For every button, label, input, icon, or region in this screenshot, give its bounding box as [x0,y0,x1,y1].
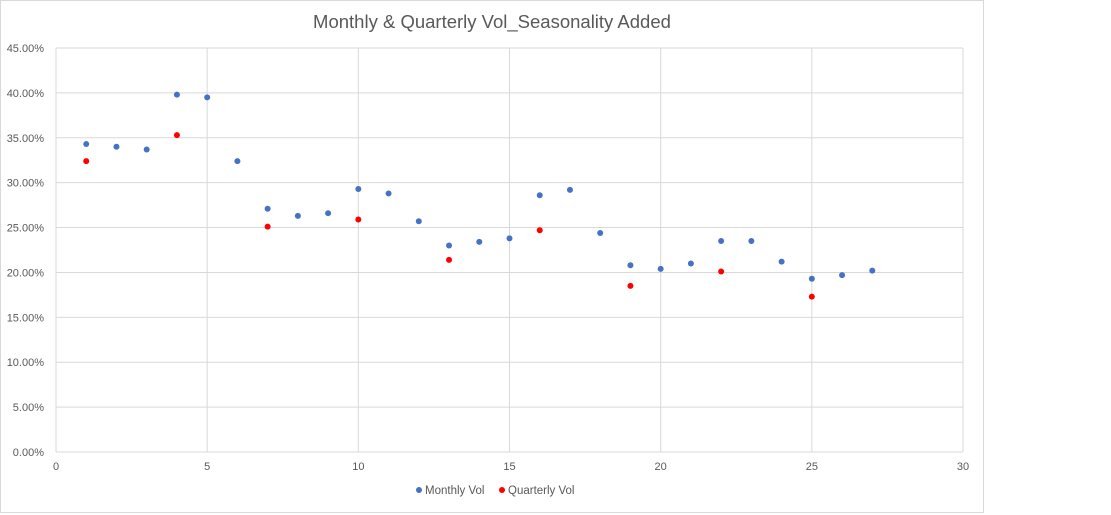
quarterly-vol-point [808,293,815,300]
legend-marker-monthly [416,487,422,493]
monthly-vol-point [83,141,90,148]
monthly-vol-point [869,267,876,274]
monthly-vol-point [446,242,453,249]
monthly-vol-point [476,238,483,245]
x-tick-label: 15 [503,461,515,473]
y-tick-label: 10.00% [7,357,45,369]
monthly-vol-point [536,192,543,199]
y-tick-label: 30.00% [7,178,45,190]
x-tick-label: 20 [655,461,667,473]
legend: Monthly Vol Quarterly Vol [416,485,574,497]
quarterly-vol-point [627,282,634,289]
y-tick-label: 0.00% [13,447,44,459]
monthly-vol-point [566,186,573,193]
chart-area [0,0,984,513]
y-tick-label: 5.00% [13,402,44,414]
data-points [83,91,876,300]
x-tick-label: 5 [204,461,210,473]
monthly-vol-point [264,205,271,212]
quarterly-vol-point [173,132,180,139]
monthly-vol-point [718,238,725,245]
monthly-vol-point [657,265,664,272]
monthly-vol-point [325,210,332,217]
quarterly-vol-point [83,158,90,165]
monthly-vol-point [234,158,241,165]
monthly-vol-point [597,229,604,236]
y-tick-label: 25.00% [7,223,45,235]
y-tick-label: 35.00% [7,133,45,145]
y-axis-tick-labels: 0.00% 5.00% 10.00% 15.00% 20.00% 25.00% 30.00%… [7,43,45,459]
x-axis-tick-labels: 0 5 10 15 20 25 30 [53,461,969,473]
quarterly-vol-point [355,216,362,223]
y-tick-label: 20.00% [7,267,45,279]
x-tick-label: 0 [53,461,59,473]
monthly-vol-point [355,185,362,192]
monthly-vol-point [113,143,120,150]
quarterly-vol-point [718,268,725,275]
monthly-vol-point [627,262,634,269]
monthly-vol-point [143,146,150,153]
monthly-vol-point [687,260,694,267]
monthly-vol-point [204,94,211,101]
monthly-vol-point [748,238,755,245]
legend-label-monthly: Monthly Vol [425,485,484,497]
monthly-vol-point [778,258,785,265]
gridlines [55,47,964,453]
monthly-vol-point [385,190,392,197]
y-tick-label: 40.00% [7,88,45,100]
monthly-vol-point [808,275,815,282]
legend-label-quarterly: Quarterly Vol [508,485,574,497]
y-tick-label: 45.00% [7,43,45,55]
y-tick-label: 15.00% [7,312,45,324]
legend-marker-quarterly [499,487,505,493]
monthly-vol-point [173,91,180,98]
x-tick-label: 25 [806,461,818,473]
monthly-vol-point [415,218,422,225]
quarterly-vol-point [536,227,543,234]
x-tick-label: 10 [352,461,364,473]
chart-title: Monthly & Quarterly Vol_Seasonality Adde… [313,11,671,33]
quarterly-vol-point [446,256,453,263]
monthly-vol-point [506,235,513,242]
monthly-vol-point [294,212,301,219]
quarterly-vol-point [264,223,271,230]
monthly-vol-point [839,272,846,279]
x-tick-label: 30 [957,461,969,473]
